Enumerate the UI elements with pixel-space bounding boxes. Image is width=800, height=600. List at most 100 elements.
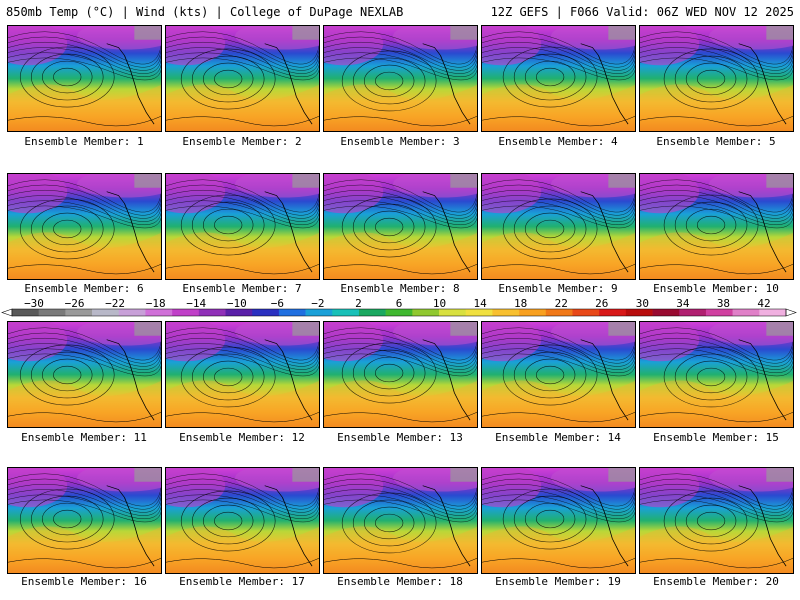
temperature-map (482, 26, 635, 131)
member-caption: Ensemble Member: 4 (479, 135, 637, 148)
member-caption: Ensemble Member: 2 (163, 135, 321, 148)
temperature-map (166, 322, 319, 427)
scale-label: −6 (271, 298, 284, 310)
temperature-map (324, 322, 477, 427)
scale-swatch (252, 309, 279, 316)
member-map-panel (323, 321, 478, 428)
scale-swatch (706, 309, 733, 316)
scale-swatch (759, 309, 786, 316)
scale-swatch (332, 309, 359, 316)
member-caption: Ensemble Member: 6 (5, 282, 163, 295)
scale-swatch (119, 309, 146, 316)
scale-swatch (226, 309, 253, 316)
scale-swatch (412, 309, 439, 316)
member-caption: Ensemble Member: 17 (163, 575, 321, 588)
temperature-map (166, 468, 319, 573)
temperature-map (640, 468, 793, 573)
scale-left-arrow (2, 309, 12, 316)
member-map-panel (639, 467, 794, 574)
scale-swatch (733, 309, 760, 316)
member-map-panel (481, 173, 636, 280)
member-map-panel (481, 321, 636, 428)
scale-label: 6 (396, 298, 403, 310)
scale-swatch (626, 309, 653, 316)
member-caption: Ensemble Member: 8 (321, 282, 479, 295)
member-map-panel (165, 467, 320, 574)
scale-label: 34 (676, 298, 690, 310)
scale-swatch (145, 309, 172, 316)
scale-swatch (572, 309, 599, 316)
temperature-map (640, 174, 793, 279)
member-caption: Ensemble Member: 5 (637, 135, 795, 148)
member-caption: Ensemble Member: 13 (321, 431, 479, 444)
scale-swatch (386, 309, 413, 316)
member-map-panel (7, 467, 162, 574)
member-map-panel (165, 25, 320, 132)
scale-label: −2 (311, 298, 324, 310)
temperature-map (324, 26, 477, 131)
temperature-map (8, 468, 161, 573)
temperature-map (640, 322, 793, 427)
scale-swatch (679, 309, 706, 316)
member-map-panel (165, 321, 320, 428)
member-caption: Ensemble Member: 1 (5, 135, 163, 148)
temperature-map (8, 322, 161, 427)
scale-label: 14 (473, 298, 487, 310)
scale-swatch (172, 309, 199, 316)
member-caption: Ensemble Member: 10 (637, 282, 795, 295)
scale-label: −22 (105, 298, 125, 310)
scale-label: 10 (433, 298, 446, 310)
member-caption: Ensemble Member: 3 (321, 135, 479, 148)
member-map-panel (165, 173, 320, 280)
scale-label: −18 (146, 298, 166, 310)
member-caption: Ensemble Member: 14 (479, 431, 637, 444)
member-map-panel (7, 173, 162, 280)
scale-label: 18 (514, 298, 527, 310)
scale-swatch (279, 309, 306, 316)
scale-swatch (546, 309, 573, 316)
scale-swatch (519, 309, 546, 316)
member-map-panel (481, 25, 636, 132)
color-scale-svg: −30 −26 −22 −18 −14 −10 −6 −2 2 6 10 14 18 22 26 30 34 38… (0, 298, 800, 320)
scale-swatch (306, 309, 333, 316)
scale-right-arrow (786, 309, 796, 316)
member-map-panel (639, 321, 794, 428)
member-caption: Ensemble Member: 16 (5, 575, 163, 588)
scale-label: 2 (355, 298, 362, 310)
scale-swatch (12, 309, 39, 316)
scale-label: −26 (65, 298, 85, 310)
temperature-map (482, 322, 635, 427)
member-caption: Ensemble Member: 7 (163, 282, 321, 295)
member-caption: Ensemble Member: 18 (321, 575, 479, 588)
temperature-map (324, 468, 477, 573)
temperature-map (640, 26, 793, 131)
member-map-panel (481, 467, 636, 574)
scale-label: 30 (636, 298, 649, 310)
map-title: 850mb Temp (°C) | Wind (kts) | College o… (6, 5, 403, 19)
scale-swatch (92, 309, 119, 316)
member-caption: Ensemble Member: 20 (637, 575, 795, 588)
temperature-map (482, 468, 635, 573)
member-map-panel (323, 25, 478, 132)
member-map-panel (323, 467, 478, 574)
member-map-panel (323, 173, 478, 280)
scale-swatch (65, 309, 92, 316)
temperature-map (324, 174, 477, 279)
scale-swatch (466, 309, 493, 316)
member-map-panel (639, 173, 794, 280)
scale-swatch (359, 309, 386, 316)
member-map-panel (7, 25, 162, 132)
scale-swatch (492, 309, 519, 316)
scale-swatch (599, 309, 626, 316)
member-caption: Ensemble Member: 15 (637, 431, 795, 444)
scale-swatch (653, 309, 680, 316)
header: 850mb Temp (°C) | Wind (kts) | College o… (0, 0, 800, 24)
temperature-map (166, 26, 319, 131)
member-caption: Ensemble Member: 9 (479, 282, 637, 295)
scale-swatch (439, 309, 466, 316)
member-map-panel (7, 321, 162, 428)
member-map-panel (639, 25, 794, 132)
temperature-map (8, 26, 161, 131)
temperature-map (8, 174, 161, 279)
scale-label: −10 (227, 298, 247, 310)
